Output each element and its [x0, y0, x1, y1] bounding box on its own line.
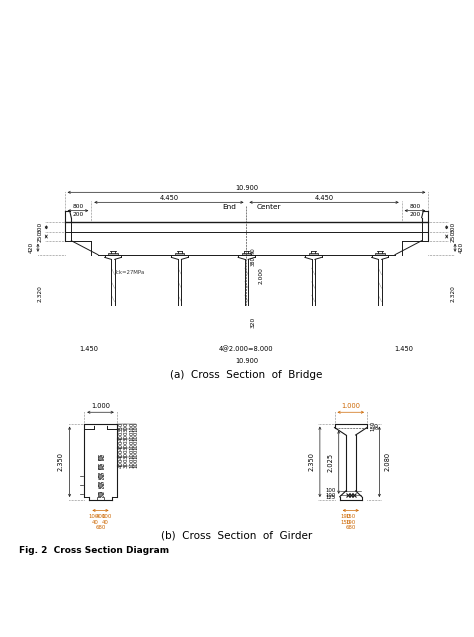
Text: (a)  Cross  Section  of  Bridge: (a) Cross Section of Bridge	[170, 370, 323, 380]
Text: 350: 350	[119, 421, 124, 432]
Text: 100: 100	[129, 448, 134, 459]
Text: 100: 100	[134, 448, 139, 459]
Text: 40: 40	[102, 520, 109, 525]
Text: 2.000: 2.000	[258, 268, 263, 284]
Bar	[309, 253, 318, 255]
Bar	[175, 253, 184, 255]
Text: 40: 40	[92, 520, 99, 525]
Text: 100: 100	[134, 421, 139, 432]
Text: 2.025: 2.025	[328, 452, 334, 472]
Text: 1.450: 1.450	[79, 346, 98, 352]
Text: 400: 400	[95, 514, 106, 519]
Text: 400: 400	[119, 431, 124, 441]
Text: 2.320: 2.320	[451, 285, 456, 302]
Bar	[98, 464, 103, 469]
Bar	[98, 455, 103, 461]
Text: 2.320: 2.320	[37, 285, 42, 302]
Bar	[98, 482, 103, 488]
Text: 190: 190	[340, 514, 350, 519]
Text: Fig. 2  Cross Section Diagram: Fig. 2 Cross Section Diagram	[19, 546, 169, 555]
Text: 300: 300	[451, 222, 456, 233]
Text: 4@2.000=8.000: 4@2.000=8.000	[219, 346, 274, 352]
Text: 800: 800	[410, 204, 420, 209]
Text: 380: 380	[250, 257, 255, 266]
Text: 100: 100	[326, 492, 336, 497]
Text: 100: 100	[134, 440, 139, 450]
Text: 300: 300	[37, 222, 42, 233]
Text: 125: 125	[326, 495, 336, 500]
Text: 1.000: 1.000	[341, 403, 360, 410]
Text: 100: 100	[129, 421, 134, 432]
Text: 150: 150	[340, 520, 350, 525]
Text: 400: 400	[119, 458, 124, 468]
Text: 300: 300	[124, 458, 129, 468]
Text: End: End	[223, 204, 237, 210]
Text: 400: 400	[119, 448, 124, 459]
Text: 420: 420	[29, 242, 34, 254]
Text: 680: 680	[95, 526, 106, 531]
Text: 300: 300	[124, 448, 129, 459]
Text: 250: 250	[451, 231, 456, 242]
Text: 1.000: 1.000	[91, 403, 110, 410]
Text: Center: Center	[256, 204, 281, 210]
Text: 180: 180	[370, 420, 375, 431]
Text: 420: 420	[459, 242, 464, 254]
Text: 100: 100	[134, 458, 139, 468]
Text: 100: 100	[89, 514, 99, 519]
Text: 100: 100	[326, 489, 336, 494]
Text: 800: 800	[73, 204, 83, 209]
Text: 2.350: 2.350	[308, 452, 314, 471]
Text: 10.900: 10.900	[235, 185, 258, 191]
Text: 400: 400	[119, 440, 124, 450]
Text: 100: 100	[134, 431, 139, 441]
Text: 200: 200	[410, 212, 420, 217]
Text: 90: 90	[250, 247, 255, 254]
Text: (b)  Cross  Section  of  Girder: (b) Cross Section of Girder	[161, 531, 313, 541]
Bar	[98, 473, 103, 478]
Text: 4.450: 4.450	[315, 196, 334, 201]
Text: 80: 80	[374, 422, 379, 429]
Text: 100: 100	[129, 458, 134, 468]
Bar	[98, 492, 103, 497]
Text: 100: 100	[102, 514, 112, 519]
Text: 2.350: 2.350	[58, 452, 64, 471]
Text: 2.080: 2.080	[384, 452, 391, 471]
Text: 200: 200	[73, 212, 83, 217]
Text: 100: 100	[129, 440, 134, 450]
Text: 150: 150	[346, 514, 356, 519]
Text: 4.450: 4.450	[159, 196, 178, 201]
Text: 190: 190	[346, 520, 356, 525]
Bar	[109, 253, 118, 255]
Text: 320: 320	[250, 317, 255, 328]
Text: 300: 300	[124, 440, 129, 450]
Text: 1.450: 1.450	[395, 346, 414, 352]
Bar	[242, 253, 251, 255]
Text: fck=27MPa: fck=27MPa	[115, 270, 145, 275]
Text: 300: 300	[124, 421, 129, 432]
Text: 300: 300	[124, 431, 129, 441]
Bar	[375, 253, 384, 255]
Text: 100: 100	[129, 431, 134, 441]
Text: 680: 680	[346, 526, 356, 531]
Text: 10.900: 10.900	[235, 359, 258, 364]
Text: 250: 250	[37, 231, 42, 242]
